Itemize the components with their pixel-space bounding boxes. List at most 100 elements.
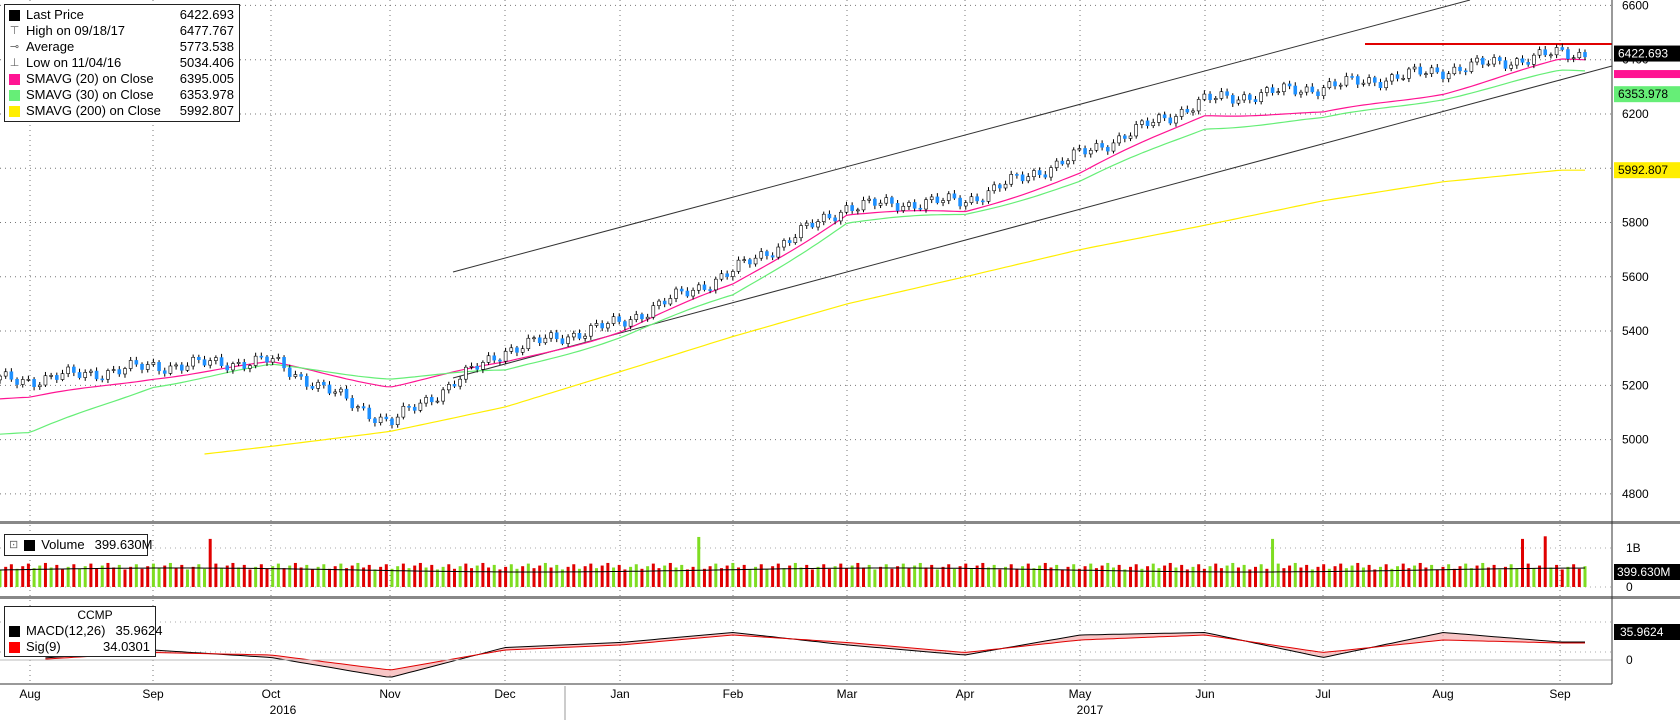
candle-body <box>117 369 122 375</box>
avg-marker-icon: ⊸ <box>9 41 20 53</box>
macd-ticker: CCMP <box>77 608 113 622</box>
candle-body <box>168 365 173 374</box>
price-tick-label: 5200 <box>1622 378 1649 392</box>
volume-bar <box>907 568 911 587</box>
candle-body <box>287 367 292 377</box>
candle-body <box>1571 57 1576 59</box>
volume-bar <box>765 568 769 587</box>
volume-bar <box>1384 564 1388 587</box>
volume-bar <box>986 567 990 587</box>
price-tick-label: 5400 <box>1622 324 1649 338</box>
volume-bar <box>543 562 547 587</box>
volume-bar <box>555 564 559 587</box>
candle-body <box>742 259 747 261</box>
volume-bar <box>1430 564 1434 587</box>
candle-body <box>1151 122 1156 126</box>
volume-bar <box>1322 564 1326 587</box>
candle-body <box>1265 87 1269 93</box>
volume-bar <box>901 563 905 587</box>
candle-body <box>907 202 911 207</box>
volume-bar <box>441 566 445 587</box>
candle-body <box>748 259 752 265</box>
volume-bar <box>396 566 400 587</box>
candle-body <box>509 347 514 352</box>
collapse-icon[interactable]: ⊡ <box>9 539 19 551</box>
volume-bar <box>737 567 741 587</box>
candle-body <box>1350 76 1354 78</box>
price-tick-label: 5000 <box>1622 433 1649 447</box>
volume-bar <box>168 562 172 587</box>
candle-body <box>1105 146 1110 152</box>
volume-bar <box>839 563 843 587</box>
candle-body <box>623 321 627 327</box>
candle-body <box>151 362 156 365</box>
candle-body <box>214 357 218 361</box>
candle-body <box>1293 85 1298 95</box>
candle-body <box>685 290 690 297</box>
volume-bar <box>1305 564 1309 587</box>
candle-body <box>1230 95 1235 104</box>
year-label: 2016 <box>270 703 297 717</box>
candle-body <box>1094 143 1099 151</box>
volume-bar <box>1583 566 1587 587</box>
candle-body <box>248 365 252 369</box>
volume-bar <box>1004 566 1008 587</box>
volume-bar <box>452 568 456 587</box>
volume-bar <box>231 562 235 587</box>
volume-bar <box>197 564 201 587</box>
volume-bar <box>1123 569 1127 587</box>
volume-bar <box>788 565 792 587</box>
panel-divider-volume <box>0 521 1680 524</box>
candle-body <box>884 197 889 204</box>
volume-bar <box>572 564 576 587</box>
legend-label: SMAVG (20) on Close <box>26 71 154 86</box>
volume-bar <box>1532 568 1536 587</box>
candle-body <box>253 355 258 366</box>
candle-body <box>1532 54 1536 65</box>
volume-bar <box>134 564 138 587</box>
volume-bar <box>850 565 854 587</box>
volume-bar <box>1094 568 1098 587</box>
sma20-tag-bg <box>1614 70 1680 79</box>
candle-body <box>606 323 610 329</box>
price-tag-label: 5992.807 <box>1618 163 1668 177</box>
candle-body <box>469 365 474 368</box>
volume-bar <box>265 568 269 587</box>
candle-body <box>140 363 144 370</box>
candle-body <box>219 357 224 366</box>
month-label: Sep <box>142 687 164 701</box>
candle-body <box>1475 57 1479 63</box>
price-panel <box>0 0 1612 522</box>
candle-body <box>1327 81 1332 88</box>
macd-line <box>45 631 1585 678</box>
volume-bar <box>1208 566 1212 587</box>
candle-body <box>361 406 366 409</box>
candle-body <box>1549 54 1553 57</box>
volume-bar <box>407 568 411 587</box>
volume-bar <box>822 564 826 587</box>
candle-body <box>696 284 701 291</box>
volume-bar <box>1259 564 1263 587</box>
volume-bar <box>1288 565 1292 587</box>
volume-bar <box>220 568 224 587</box>
volume-bar <box>288 565 292 587</box>
candle-body <box>0 375 2 381</box>
volume-bar <box>1134 564 1138 587</box>
legend-value: 6353.978 <box>179 87 234 102</box>
candle-body <box>1270 87 1275 93</box>
candle-body <box>1157 114 1161 123</box>
volume-bar <box>1157 568 1161 587</box>
candle-body <box>628 319 633 327</box>
candle-body <box>998 184 1002 189</box>
month-label: Dec <box>494 687 515 701</box>
volume-bar <box>1015 568 1019 587</box>
candle-body <box>1208 93 1212 100</box>
volume-bar <box>879 566 883 587</box>
candle-body <box>72 366 76 373</box>
candle-body <box>1162 114 1167 119</box>
candle-body <box>134 360 139 365</box>
volume-bar <box>1503 566 1507 587</box>
candle-body <box>634 314 639 320</box>
volume-bar <box>339 563 343 587</box>
price-tag-bg <box>1614 45 1680 62</box>
